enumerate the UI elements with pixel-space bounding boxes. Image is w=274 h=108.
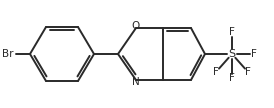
Text: Br: Br — [2, 49, 14, 59]
Text: F: F — [213, 67, 219, 77]
Text: F: F — [245, 67, 251, 77]
Text: O: O — [132, 21, 140, 31]
Text: F: F — [229, 73, 235, 83]
Text: F: F — [229, 27, 235, 37]
Text: F: F — [251, 49, 257, 59]
Text: N: N — [132, 77, 140, 87]
Text: S: S — [229, 49, 236, 59]
